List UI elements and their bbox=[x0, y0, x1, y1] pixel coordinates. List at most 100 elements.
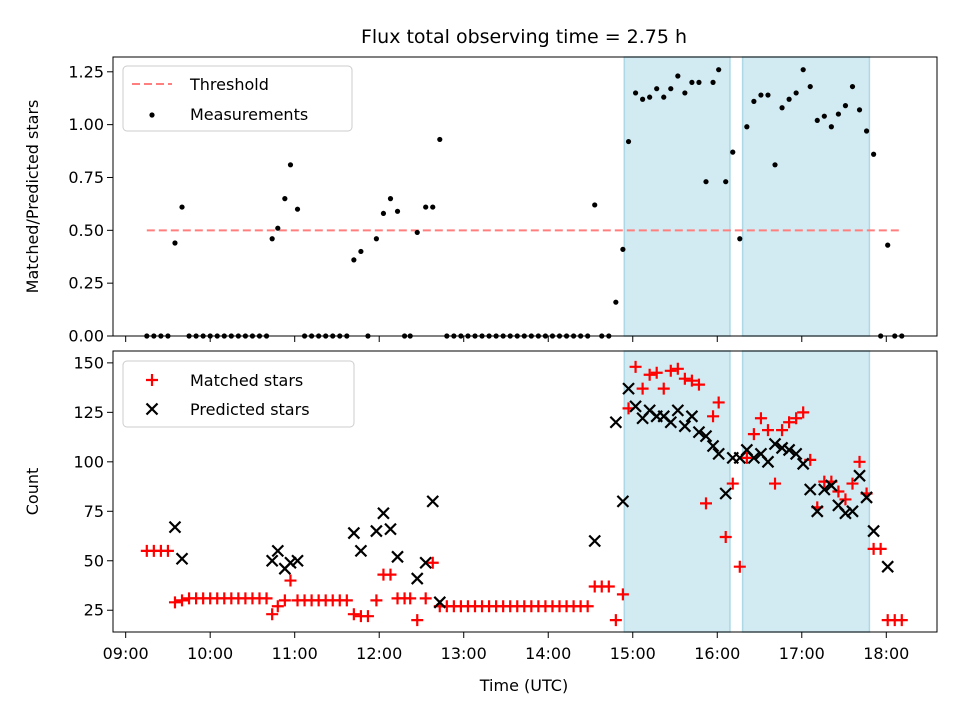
top-y-axis-label: Matched/Predicted stars bbox=[23, 100, 42, 294]
measurement-point bbox=[744, 124, 750, 130]
measurement-point bbox=[849, 83, 856, 90]
matched-star-point bbox=[161, 544, 174, 557]
matched-star-point bbox=[747, 428, 760, 441]
bottom-y-tick-label: 150 bbox=[73, 353, 104, 372]
predicted-star-point bbox=[761, 455, 775, 469]
predicted-star-point bbox=[846, 505, 859, 518]
predicted-star-point bbox=[853, 469, 866, 482]
bottom-legend-box bbox=[122, 360, 355, 428]
predicted-star-point bbox=[712, 447, 725, 461]
measurement-point bbox=[287, 162, 294, 168]
measurement-point bbox=[737, 236, 743, 242]
measurement-point bbox=[172, 240, 178, 246]
matched-star-point bbox=[284, 574, 297, 587]
bottom-y-ticks: 25 50 75 100 125 150 bbox=[73, 353, 113, 620]
measurement-point bbox=[351, 257, 357, 263]
measurement-point bbox=[821, 113, 827, 119]
chart-title: Flux total observing time = 2.75 h bbox=[361, 26, 687, 48]
matched-star-point bbox=[832, 485, 845, 498]
top-y-ticks: 0.00 0.25 0.50 0.75 1.00 1.25 bbox=[68, 62, 113, 346]
measurement-point bbox=[814, 117, 820, 124]
predicted-star-point bbox=[789, 447, 803, 461]
measurement-point bbox=[675, 73, 681, 79]
matched-star-point bbox=[643, 368, 656, 381]
matched-star-point bbox=[797, 406, 810, 419]
predicted-star-point bbox=[825, 479, 838, 492]
measurement-point bbox=[689, 79, 695, 85]
matched-star-point bbox=[678, 372, 691, 385]
matched-star-point bbox=[783, 416, 796, 429]
matched-star-point bbox=[664, 364, 677, 377]
measurement-point bbox=[275, 225, 281, 231]
measurement-point bbox=[786, 96, 792, 102]
predicted-star-point bbox=[671, 404, 685, 417]
predicted-star-point bbox=[839, 506, 852, 520]
predicted-star-point bbox=[803, 483, 817, 496]
matched-star-point bbox=[426, 556, 439, 569]
matched-star-point bbox=[671, 362, 684, 375]
matched-star-point bbox=[699, 497, 712, 510]
predicted-star-point bbox=[881, 560, 894, 573]
top-y-tick-label: 0.25 bbox=[68, 274, 104, 293]
predicted-star-point bbox=[747, 451, 761, 465]
predicted-star-point bbox=[719, 487, 732, 500]
matched-star-point bbox=[740, 451, 753, 464]
matched-star-point bbox=[853, 455, 866, 468]
matched-star-point bbox=[629, 360, 642, 373]
bottom-y-axis-label: Count bbox=[23, 468, 42, 516]
predicted-star-point bbox=[284, 556, 297, 570]
matched-star-point bbox=[685, 374, 698, 387]
matched-star-point bbox=[761, 424, 774, 437]
measurement-point bbox=[800, 67, 806, 73]
bottom-x-tick-label: 17:00 bbox=[779, 644, 825, 663]
predicted-star-point bbox=[377, 506, 390, 520]
measurement-point bbox=[414, 229, 420, 236]
legend-measurement-swatch bbox=[149, 112, 155, 118]
top-legend-box bbox=[122, 65, 353, 132]
legend-threshold-label: Threshold bbox=[189, 75, 269, 94]
matched-star-point bbox=[692, 378, 705, 391]
measurement-point bbox=[179, 204, 185, 210]
predicted-star-point bbox=[384, 522, 397, 536]
measurement-point bbox=[828, 124, 834, 130]
measurement-point bbox=[716, 67, 722, 73]
measurement-point bbox=[269, 236, 275, 242]
predicted-star-point bbox=[168, 520, 182, 534]
measurement-point bbox=[380, 210, 387, 217]
predicted-star-point bbox=[609, 415, 623, 429]
measurement-point bbox=[807, 83, 813, 90]
predicted-star-point bbox=[699, 429, 713, 443]
top-shaded-interval-0 bbox=[623, 56, 731, 337]
legend-predicted-swatch bbox=[145, 402, 159, 416]
predicted-star-point bbox=[354, 544, 368, 558]
measurement-point bbox=[640, 96, 646, 102]
measurement-point bbox=[282, 196, 288, 202]
legend-measurements-label: Measurements bbox=[190, 105, 308, 124]
measurement-point bbox=[661, 94, 667, 100]
bottom-y-tick-label: 75 bbox=[84, 502, 104, 521]
matched-star-point bbox=[260, 592, 273, 605]
measurement-point bbox=[592, 202, 598, 208]
measurement-point bbox=[751, 98, 757, 104]
matched-star-point bbox=[839, 493, 852, 506]
top-y-tick-label: 0.75 bbox=[68, 168, 104, 187]
top-measurement-points bbox=[144, 67, 905, 339]
predicted-star-point bbox=[265, 554, 279, 568]
measurement-point bbox=[772, 162, 778, 168]
measurement-point bbox=[703, 179, 709, 185]
predicted-star-point bbox=[796, 457, 810, 471]
measurement-point bbox=[423, 204, 429, 210]
predicted-star-point bbox=[685, 410, 699, 423]
bottom-x-tick-label: 18:00 bbox=[863, 644, 909, 663]
matched-star-point bbox=[266, 608, 279, 621]
bottom-x-tick-label: 15:00 bbox=[610, 644, 656, 663]
measurement-point bbox=[793, 90, 799, 96]
bottom-axes-frame bbox=[112, 350, 938, 633]
top-plot: 0.00 0.25 0.50 0.75 1.00 1.25 Matched/Predict… bbox=[23, 56, 938, 346]
measurement-point bbox=[682, 90, 688, 96]
measurement-point bbox=[625, 138, 632, 145]
matched-star-point bbox=[776, 424, 789, 437]
matched-star-point bbox=[895, 614, 908, 627]
predicted-star-point bbox=[664, 415, 678, 429]
